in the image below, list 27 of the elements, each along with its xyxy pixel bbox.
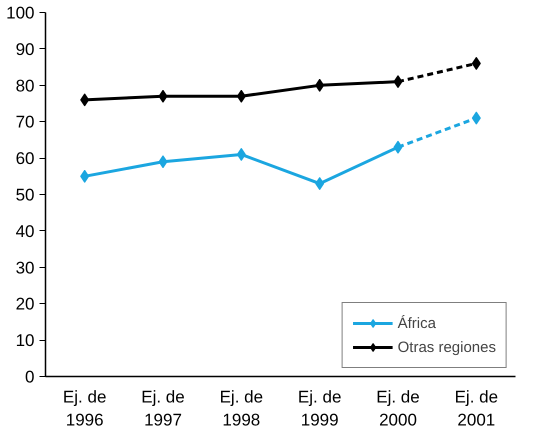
point (236, 148, 246, 161)
y-tick-label: 50 (16, 186, 35, 204)
y-tick-label: 40 (16, 222, 35, 241)
point (472, 56, 481, 70)
y-tick-label: 70 (16, 112, 35, 132)
x-tick-label: Ej. de 1998 (220, 388, 264, 430)
point (236, 90, 246, 103)
point (472, 112, 481, 125)
x-tick-label: Ej. de 1997 (141, 388, 185, 430)
point (80, 93, 90, 106)
point (80, 170, 90, 183)
x-tick-label: Ej. de 2001 (454, 388, 498, 430)
point (315, 78, 324, 92)
x-tick-label: Ej. de 2000 (376, 388, 420, 430)
y-tick-label: 80 (16, 76, 35, 96)
legend-label: Otras regiones (398, 338, 496, 356)
x-tick-label: Ej. de 1996 (62, 388, 106, 430)
y-tick-label: 100 (6, 4, 35, 22)
y-tick-label: 90 (16, 40, 35, 59)
point (315, 177, 324, 190)
legend-label: África (398, 314, 436, 332)
y-tick-label: 60 (16, 149, 35, 168)
x-tick-label: Ej. de 1999 (298, 388, 342, 430)
y-tick-label: 30 (16, 258, 35, 278)
y-tick-label: 0 (25, 368, 35, 386)
y-tick-label: 10 (16, 331, 35, 350)
y-tick-label: 20 (16, 294, 35, 314)
